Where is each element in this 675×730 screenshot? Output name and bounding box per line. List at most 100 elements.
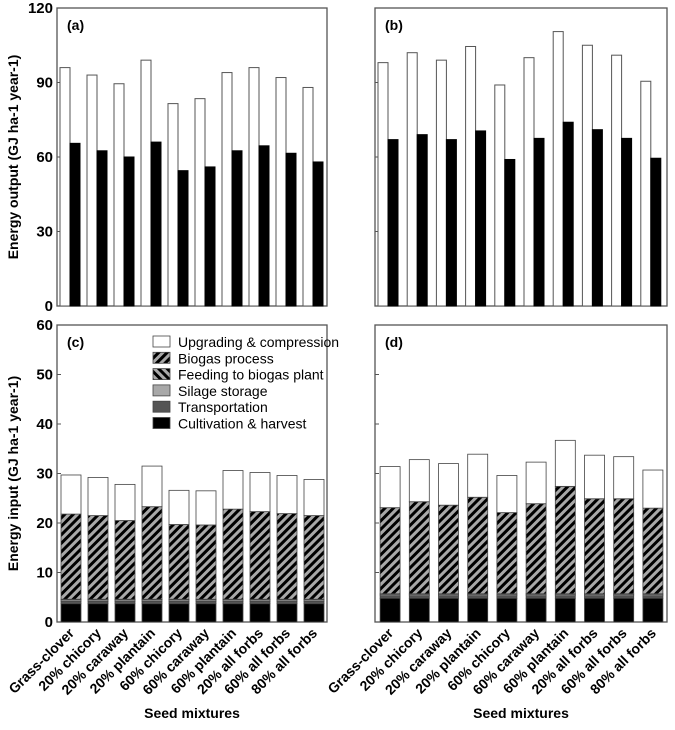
y-tick-label: 0 bbox=[45, 614, 53, 631]
legend-swatch bbox=[153, 369, 170, 380]
bar-segment-cultivation-harvest bbox=[61, 604, 81, 622]
legend-label: Transportation bbox=[178, 399, 268, 415]
y-tick-label: 10 bbox=[36, 565, 53, 582]
panel-label: (a) bbox=[67, 17, 84, 33]
bar-segment-upgrading-compression bbox=[169, 490, 189, 524]
legend-swatch bbox=[153, 401, 170, 412]
bar-black bbox=[388, 140, 398, 306]
bar-white bbox=[87, 75, 97, 306]
bar-segment-biogas-process bbox=[585, 499, 605, 594]
bar-white bbox=[641, 81, 651, 306]
bar-black bbox=[534, 138, 544, 306]
bar-segment-biogas-process bbox=[142, 507, 162, 600]
bar-white bbox=[524, 58, 534, 306]
bar-segment-cultivation-harvest bbox=[223, 604, 243, 622]
y-tick-label: 30 bbox=[36, 466, 53, 483]
bar-white bbox=[114, 84, 124, 306]
bar-white bbox=[495, 85, 505, 306]
y-axis-label: Energy input (GJ ha-1 year-1) bbox=[5, 376, 21, 571]
bar-segment-upgrading-compression bbox=[614, 457, 634, 499]
bar-segment-upgrading-compression bbox=[380, 467, 400, 508]
bar-segment-biogas-process bbox=[555, 486, 575, 593]
bar-black bbox=[151, 142, 161, 306]
bar-segment-upgrading-compression bbox=[585, 455, 605, 499]
bar-segment-biogas-process bbox=[88, 516, 108, 600]
bar-segment-upgrading-compression bbox=[468, 454, 488, 497]
bar-black bbox=[622, 138, 632, 306]
bar-white bbox=[168, 104, 178, 306]
bar-segment-cultivation-harvest bbox=[196, 604, 216, 622]
bar-segment-biogas-process bbox=[223, 509, 243, 599]
y-axis-label: Energy output (GJ ha-1 year-1) bbox=[5, 55, 21, 260]
y-tick-label: 120 bbox=[28, 0, 53, 17]
bar-segment-cultivation-harvest bbox=[277, 604, 297, 622]
bar-segment-biogas-process bbox=[643, 508, 663, 594]
bar-segment-biogas-process bbox=[497, 513, 517, 594]
bar-segment-biogas-process bbox=[169, 524, 189, 599]
bar-segment-upgrading-compression bbox=[115, 484, 135, 520]
bar-segment-biogas-process bbox=[526, 504, 546, 594]
bar-segment-biogas-process bbox=[277, 514, 297, 600]
bar-segment-cultivation-harvest bbox=[585, 598, 605, 622]
bar-segment-cultivation-harvest bbox=[614, 598, 634, 622]
bar-black bbox=[313, 162, 323, 306]
x-axis-label: Seed mixtures bbox=[473, 705, 569, 721]
legend-label: Feeding to biogas plant bbox=[178, 367, 324, 383]
bar-white bbox=[141, 60, 151, 306]
bar-white bbox=[303, 87, 313, 306]
bar-black bbox=[417, 135, 427, 306]
bar-black bbox=[651, 158, 661, 306]
bar-segment-cultivation-harvest bbox=[380, 598, 400, 622]
panel-label: (b) bbox=[385, 17, 403, 33]
legend-swatch bbox=[153, 336, 170, 347]
bar-segment-cultivation-harvest bbox=[468, 598, 488, 622]
bar-black bbox=[232, 151, 242, 306]
bar-white bbox=[553, 32, 563, 306]
bar-segment-biogas-process bbox=[409, 502, 429, 594]
bar-black bbox=[124, 157, 134, 306]
legend-label: Upgrading & compression bbox=[178, 334, 339, 350]
bar-black bbox=[97, 151, 107, 306]
bar-segment-upgrading-compression bbox=[61, 475, 81, 514]
y-tick-label: 20 bbox=[36, 515, 53, 532]
bar-segment-biogas-process bbox=[196, 525, 216, 599]
bar-black bbox=[205, 167, 215, 306]
bar-white bbox=[407, 53, 417, 306]
bar-segment-biogas-process bbox=[439, 505, 459, 594]
bar-segment-cultivation-harvest bbox=[497, 598, 517, 622]
bar-black bbox=[563, 122, 573, 306]
bar-white bbox=[276, 78, 286, 306]
panel-label: (d) bbox=[385, 334, 403, 350]
bar-segment-cultivation-harvest bbox=[250, 604, 270, 622]
bar-black bbox=[505, 159, 515, 306]
bar-segment-upgrading-compression bbox=[277, 475, 297, 513]
bar-segment-biogas-process bbox=[115, 521, 135, 600]
bar-segment-cultivation-harvest bbox=[643, 598, 663, 622]
bar-segment-upgrading-compression bbox=[196, 491, 216, 525]
y-tick-label: 60 bbox=[36, 149, 53, 166]
bar-white bbox=[466, 46, 476, 306]
bar-white bbox=[378, 63, 388, 306]
bar-segment-upgrading-compression bbox=[250, 473, 270, 512]
y-tick-label: 90 bbox=[36, 75, 53, 92]
bar-white bbox=[612, 55, 622, 306]
y-tick-label: 50 bbox=[36, 367, 53, 384]
bar-black bbox=[259, 146, 269, 306]
legend-label: Cultivation & harvest bbox=[178, 416, 307, 432]
bar-segment-cultivation-harvest bbox=[88, 604, 108, 622]
bar-black bbox=[592, 130, 602, 306]
bar-white bbox=[195, 99, 205, 306]
bar-segment-cultivation-harvest bbox=[115, 604, 135, 622]
x-axis-label: Seed mixtures bbox=[144, 705, 240, 721]
bar-segment-upgrading-compression bbox=[526, 462, 546, 504]
bar-black bbox=[476, 131, 486, 306]
bar-segment-biogas-process bbox=[304, 516, 324, 600]
bar-white bbox=[222, 73, 232, 306]
bar-segment-cultivation-harvest bbox=[169, 604, 189, 622]
bar-segment-biogas-process bbox=[614, 499, 634, 594]
legend-swatch bbox=[153, 418, 170, 429]
